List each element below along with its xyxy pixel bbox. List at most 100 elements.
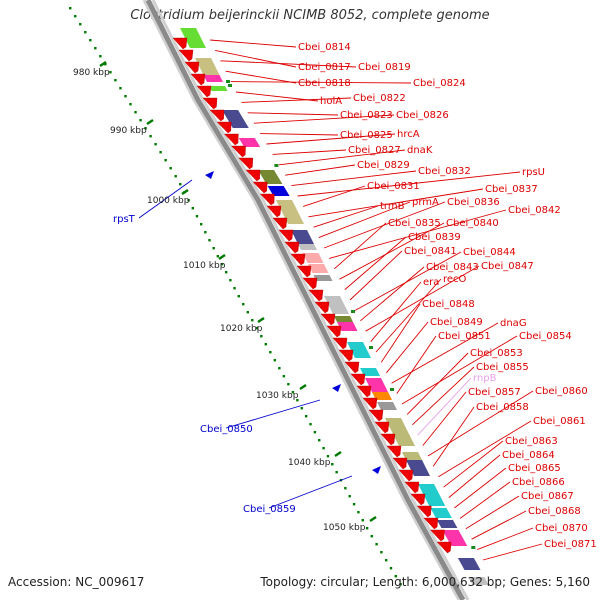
label-leader-line <box>225 70 297 84</box>
tick-dot <box>74 15 77 18</box>
gene-arrow <box>436 541 452 554</box>
axis-ticks: 980 kbp 990 kbp 1000 kbp 1010 kbp 1020 kbp 10… <box>73 60 377 533</box>
tick-dot <box>204 231 207 234</box>
label-leader-line <box>482 543 543 561</box>
gene-label: Cbei_0867 <box>521 491 574 502</box>
label-leader-line <box>417 377 472 436</box>
gene-label: Cbei_0818 <box>298 78 351 89</box>
gene-arrow <box>296 265 312 278</box>
tick-dot <box>260 335 263 338</box>
label-leader-line <box>344 236 407 290</box>
minus-gene-arrow <box>205 171 214 179</box>
gene-label: Cbei_0839 <box>408 232 461 243</box>
gene-arrow <box>430 529 445 542</box>
gene-arrow <box>266 205 282 218</box>
label-leader-line <box>285 164 356 176</box>
tick-dot <box>380 551 383 554</box>
gene-label: prmA <box>412 197 439 208</box>
feature-marker <box>369 346 373 349</box>
gene-arrow <box>202 97 218 110</box>
label-leader-line <box>215 49 297 68</box>
gene-arrow <box>332 337 348 350</box>
label-leader-line <box>278 149 406 166</box>
feature-marker <box>226 80 230 83</box>
axis-tick-mark <box>299 383 307 391</box>
gene-arrow <box>223 133 239 146</box>
tick-dot <box>291 391 295 394</box>
gene-label: Cbei_0840 <box>446 218 499 229</box>
gene-label: Cbei_0851 <box>438 331 491 342</box>
gene-arrow <box>423 517 439 530</box>
minus-label-leader-line <box>138 179 193 219</box>
gene-label: Cbei_0844 <box>463 247 516 258</box>
label-leader-line <box>380 303 421 363</box>
label-leader-line <box>422 391 467 446</box>
tick-dot <box>318 439 321 442</box>
minus-gene-arrow <box>332 384 341 392</box>
feature-block <box>298 244 317 250</box>
gene-arrow <box>404 481 420 494</box>
label-leader-line <box>247 112 339 116</box>
feature-block <box>203 75 223 82</box>
feature-block <box>365 378 389 394</box>
backbone-outer-edge <box>151 0 470 600</box>
tick-dot <box>114 79 117 82</box>
tick-dot <box>149 135 152 138</box>
tick-dot <box>195 215 199 218</box>
gene-arrow <box>362 397 378 410</box>
minus-gene-label: rpsT <box>113 214 136 225</box>
tick-dot <box>216 255 220 258</box>
label-leader-line <box>432 406 475 467</box>
gene-label: rpsU <box>522 167 545 178</box>
gene-label: Cbei_0853 <box>470 348 523 359</box>
gene-arrow <box>272 217 288 230</box>
feature-block <box>347 342 371 358</box>
gene-label: Cbei_0857 <box>468 387 521 398</box>
minus-label-leader-line <box>225 399 321 429</box>
minus-gene-label: Cbei_0859 <box>243 504 296 515</box>
tick-dot <box>313 431 317 434</box>
gene-arrow <box>178 49 194 62</box>
gene-arrow <box>368 409 384 422</box>
label-leader-line <box>465 495 520 530</box>
gene-label: rnpB <box>473 373 497 384</box>
label-leader-line <box>370 281 422 342</box>
gene-arrow <box>290 253 306 266</box>
label-leader-line <box>266 133 396 145</box>
axis-tick-label: 990 kbp <box>110 126 147 136</box>
axis-tick-mark <box>257 316 265 324</box>
gene-arrow <box>416 505 432 518</box>
tick-dot <box>124 95 127 98</box>
gene-arrow <box>320 313 336 326</box>
label-leader-line <box>260 133 339 136</box>
label-leader-line <box>459 481 511 519</box>
axis-tick-mark <box>99 60 107 68</box>
minus-gene-arrow <box>372 466 381 474</box>
gene-label: Cbei_0847 <box>481 261 534 272</box>
gene-label: trmB <box>380 201 405 212</box>
gene-label: dnaK <box>407 145 433 156</box>
tick-dot <box>282 375 286 378</box>
gene-arrow <box>190 73 206 86</box>
label-leader-line <box>412 366 475 426</box>
gene-label: Cbei_0814 <box>298 42 351 53</box>
axis-tick-label: 1010 kbp <box>183 261 226 271</box>
gene-label: era <box>423 277 439 288</box>
axis-tick-mark <box>369 515 377 523</box>
gene-label: Cbei_0858 <box>476 402 529 413</box>
gene-arrow <box>245 169 261 182</box>
tick-dot <box>278 367 281 370</box>
label-leader-line <box>448 454 501 498</box>
label-leader-line <box>365 265 480 332</box>
gene-arrow <box>238 157 254 170</box>
label-leader-lines <box>138 39 543 561</box>
feature-block <box>337 322 358 331</box>
label-leader-line <box>471 510 527 540</box>
label-leader-line <box>360 266 425 322</box>
gene-label: Cbei_0868 <box>528 506 581 517</box>
axis-tick-label: 1050 kbp <box>323 523 366 533</box>
gene-arrow <box>259 193 275 206</box>
gene-label: Cbei_0836 <box>447 197 500 208</box>
